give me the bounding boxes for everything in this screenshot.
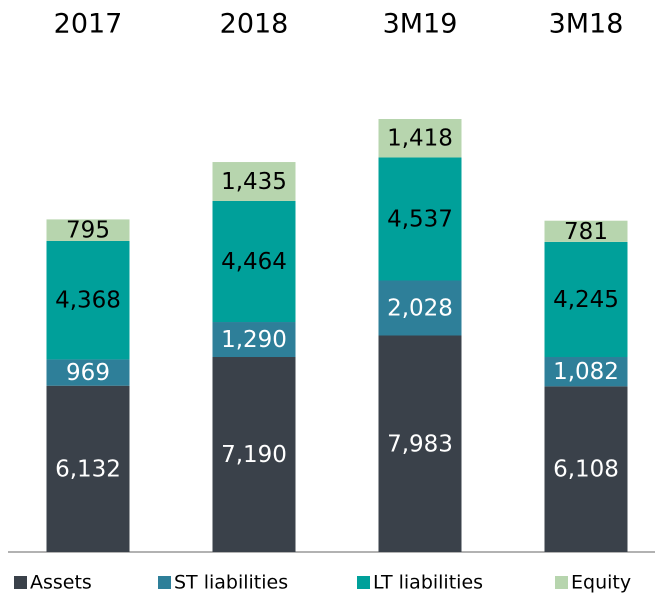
category-label: 3M19 [383,9,458,40]
data-label: 6,108 [553,457,619,483]
data-label: 1,418 [387,126,453,152]
legend-swatch [14,576,27,589]
data-label: 4,537 [387,206,453,232]
legend-swatch [555,576,568,589]
bar-segment [212,200,296,323]
bar-segment [212,322,296,358]
data-label: 781 [564,219,608,245]
bar-segment [46,219,130,241]
bar-segment [378,119,462,158]
bar-segment [544,357,628,387]
data-label: 7,190 [221,442,287,468]
bar-segment [544,386,628,552]
bar-segment [378,157,462,281]
bar-segment [378,280,462,336]
data-label: 7,983 [387,431,453,457]
bar-segment [46,385,130,552]
category-label: 2018 [220,9,289,40]
data-label: 2,028 [387,296,453,322]
legend-label: ST liabilities [174,572,288,594]
category-label: 3M18 [549,9,624,40]
data-label: 6,132 [55,456,121,482]
bar-segment [46,359,130,386]
legend-label: Equity [571,572,631,594]
data-label: 1,290 [221,327,287,353]
bar-segment [378,335,462,552]
bar-segment [212,162,296,201]
data-label: 1,082 [553,359,619,385]
bar-segment [544,220,628,242]
bar-segment [212,357,296,552]
data-label: 4,368 [55,288,121,314]
legend-label: Assets [30,572,92,594]
category-label: 2017 [54,9,123,40]
legend-label: LT liabilities [373,572,483,594]
legend-swatch [158,576,171,589]
data-label: 795 [66,218,110,244]
data-label: 1,435 [221,169,287,195]
data-label: 969 [66,360,110,386]
bar-segment [544,241,628,358]
data-label: 4,464 [221,249,287,275]
bar-segment [46,240,130,360]
legend-swatch [357,576,370,589]
data-label: 4,245 [553,287,619,313]
